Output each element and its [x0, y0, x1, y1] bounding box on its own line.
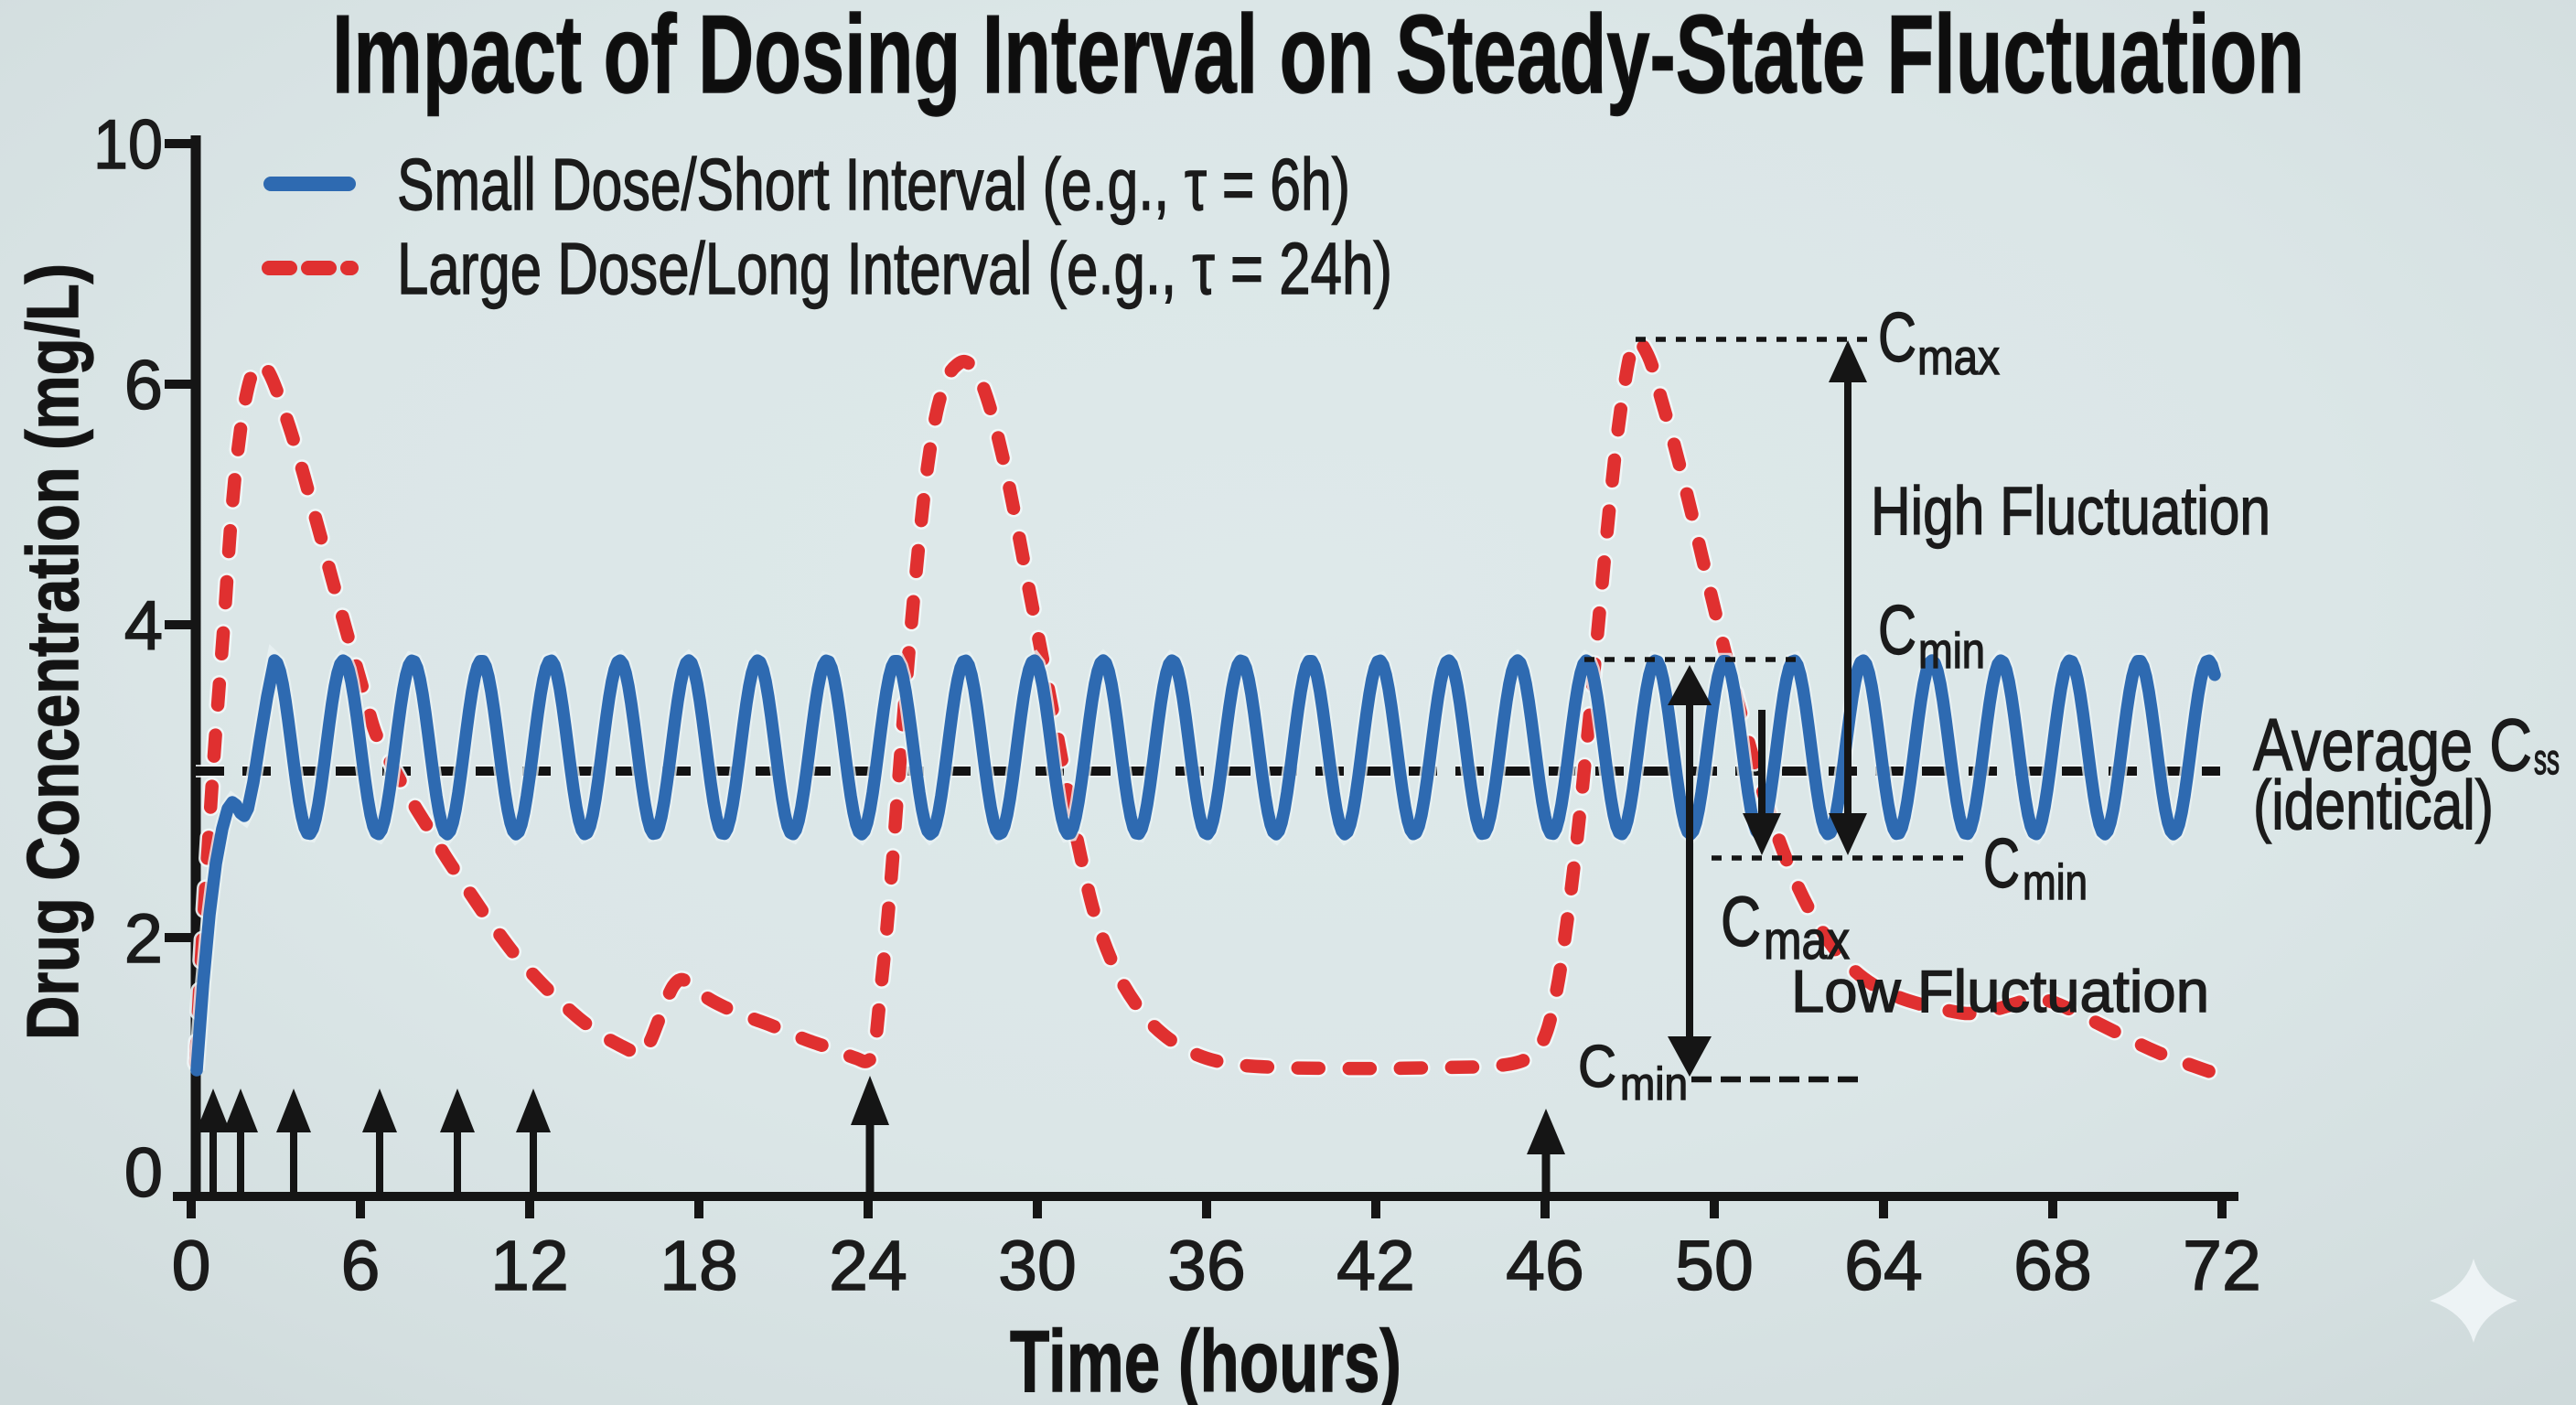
svg-text:36: 36 — [1167, 1227, 1246, 1305]
svg-text:12: 12 — [490, 1227, 569, 1305]
svg-text:min: min — [1620, 1058, 1688, 1110]
svg-text:C: C — [1721, 883, 1761, 961]
svg-text:4: 4 — [124, 587, 163, 665]
svg-text:Large Dose/Long Interval (e.g.: Large Dose/Long Interval (e.g., τ = 24h) — [397, 228, 1392, 309]
svg-text:Impact of Dosing Interval on S: Impact of Dosing Interval on Steady-Stat… — [332, 0, 2304, 116]
svg-text:72: 72 — [2183, 1227, 2261, 1305]
svg-text:Time (hours): Time (hours) — [1010, 1313, 1401, 1405]
svg-text:C: C — [1878, 299, 1916, 377]
svg-text:Small Dose/Short Interval (e.g: Small Dose/Short Interval (e.g., τ = 6h) — [397, 144, 1350, 225]
svg-text:50: 50 — [1675, 1227, 1754, 1305]
svg-text:10: 10 — [93, 106, 163, 184]
svg-text:42: 42 — [1336, 1227, 1415, 1305]
svg-text:High Fluctuation: High Fluctuation — [1871, 473, 2270, 549]
svg-text:min: min — [2023, 853, 2088, 910]
svg-text:C: C — [1878, 592, 1916, 670]
svg-text:64: 64 — [1844, 1227, 1923, 1305]
svg-text:max: max — [1917, 330, 2000, 385]
svg-text:0: 0 — [172, 1227, 211, 1305]
svg-text:46: 46 — [1506, 1227, 1584, 1305]
svg-text:ss: ss — [2534, 735, 2560, 783]
svg-text:18: 18 — [660, 1227, 738, 1305]
svg-text:24: 24 — [829, 1227, 907, 1305]
svg-text:6: 6 — [124, 347, 163, 424]
svg-text:68: 68 — [2013, 1227, 2092, 1305]
svg-text:C: C — [1578, 1033, 1616, 1099]
svg-text:min: min — [1918, 622, 1985, 679]
svg-text:C: C — [1983, 825, 2020, 903]
svg-text:0: 0 — [124, 1134, 163, 1212]
svg-text:max: max — [1764, 911, 1850, 971]
svg-text:(identical): (identical) — [2253, 767, 2494, 844]
svg-text:Drug Concentration (mg/L): Drug Concentration (mg/L) — [12, 263, 93, 1040]
svg-text:Average C: Average C — [2253, 704, 2532, 787]
svg-text:2: 2 — [124, 900, 163, 978]
svg-text:6: 6 — [341, 1227, 381, 1305]
svg-text:Low Fluctuation: Low Fluctuation — [1791, 958, 2209, 1024]
svg-text:30: 30 — [998, 1227, 1077, 1305]
